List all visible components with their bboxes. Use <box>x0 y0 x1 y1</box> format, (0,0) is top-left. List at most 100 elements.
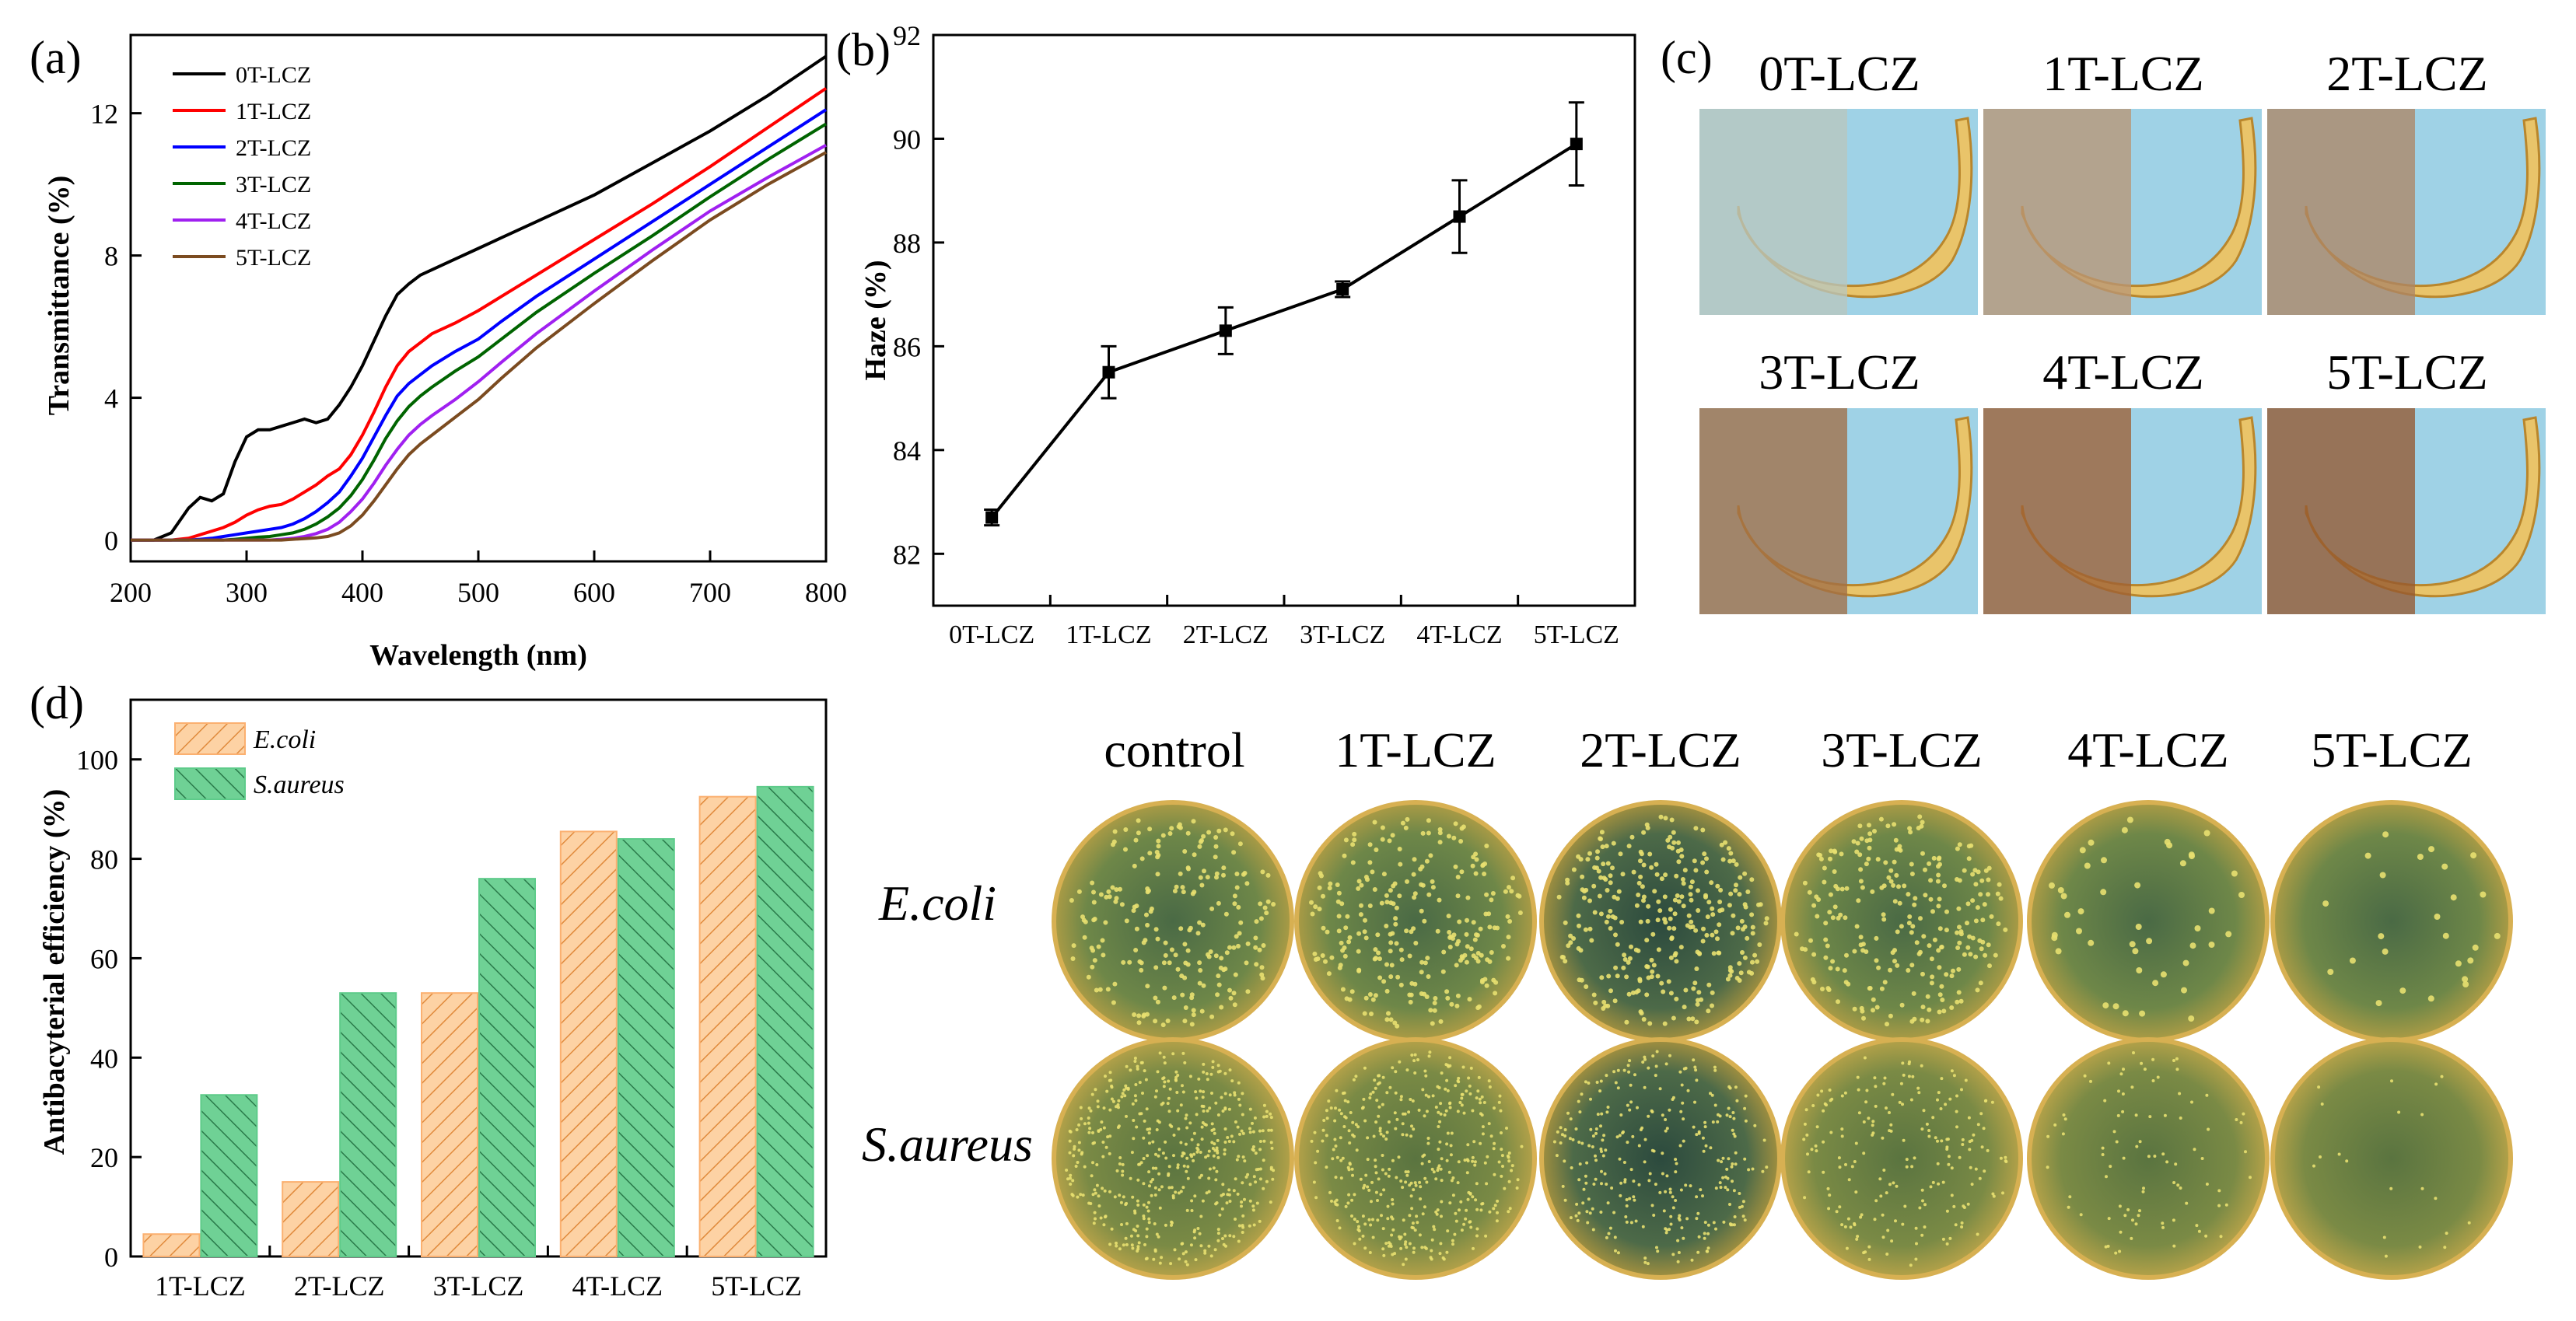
petri-dish <box>2270 800 2513 1043</box>
banana-label-1: 1T-LCZ <box>2042 46 2204 101</box>
y-tick-label: 92 <box>893 20 921 51</box>
x-tick-label: 5T-LCZ <box>1534 620 1619 649</box>
colonies <box>1310 1050 1524 1267</box>
x-tick-label: 5T-LCZ <box>711 1270 802 1302</box>
y-tick-label: 20 <box>90 1142 118 1173</box>
antibacterial-chart: 1T-LCZ 2T-LCZ 3T-LCZ 4T-LCZ 5T-LCZ 0 20 40 60 80 1… <box>38 698 828 1302</box>
banana-photo <box>2267 408 2546 614</box>
legend-swatch <box>174 767 246 800</box>
x-tick-label: 3T-LCZ <box>433 1270 524 1302</box>
colonies <box>1802 1056 2008 1267</box>
y-axis-label: Haze (%) <box>859 260 892 380</box>
data-point <box>985 511 999 524</box>
y-tick-label: 82 <box>893 539 921 570</box>
y-axis-label: Transmittance (%) <box>43 176 75 416</box>
petri-dish <box>1294 800 1537 1043</box>
data-point <box>1453 210 1466 223</box>
x-tick-label: 2T-LCZ <box>294 1270 385 1302</box>
film-overlay <box>1699 109 1847 315</box>
panel-label-b: (b) <box>836 24 891 75</box>
film-overlay <box>2267 109 2415 315</box>
bar-S.aureus <box>617 838 675 1257</box>
panel-label-d: (d) <box>30 677 84 729</box>
banana-label-0: 0T-LCZ <box>1759 46 1920 101</box>
banana-shape <box>2021 416 2257 598</box>
x-tick-label: 4T-LCZ <box>572 1270 663 1302</box>
data-point <box>1102 365 1115 379</box>
banana-photo <box>1699 408 1978 614</box>
y-tick-label: 0 <box>104 1242 118 1273</box>
x-tick-label: 500 <box>457 577 499 608</box>
petri-col-label-1: 1T-LCZ <box>1335 722 1496 778</box>
legend-label: 0T-LCZ <box>236 62 311 88</box>
petri-col-label-0: control <box>1104 722 1245 778</box>
banana-photo <box>1699 109 1978 315</box>
haze-line <box>990 142 1577 519</box>
petri-col-label-2: 2T-LCZ <box>1580 722 1741 778</box>
y-tick-label: 86 <box>893 331 921 362</box>
x-tick-label: 200 <box>110 577 152 608</box>
y-tick-label: 4 <box>104 383 118 414</box>
x-tick-label: 2T-LCZ <box>1183 620 1269 649</box>
petri-dish <box>2027 1037 2270 1280</box>
petri-col-label-3: 3T-LCZ <box>1821 722 1983 778</box>
x-tick-label: 800 <box>805 577 847 608</box>
x-tick-label: 3T-LCZ <box>1300 620 1385 649</box>
petri-dish <box>1294 1037 1537 1280</box>
colonies <box>1309 816 1523 1029</box>
banana-photo <box>2267 109 2546 315</box>
x-tick-label: 1T-LCZ <box>155 1270 246 1302</box>
petri-dish <box>1780 800 2023 1043</box>
banana-label-3: 3T-LCZ <box>1759 344 1920 400</box>
banana-label-5: 5T-LCZ <box>2326 344 2488 400</box>
y-tick-label: 0 <box>104 526 118 557</box>
film-overlay <box>1699 408 1847 614</box>
petri-col-label-4: 4T-LCZ <box>2067 722 2229 778</box>
haze-chart: 0T-LCZ 1T-LCZ 2T-LCZ 3T-LCZ 4T-LCZ 5T-LCZ 82 84… <box>859 20 1636 649</box>
colonies <box>2046 1051 2252 1255</box>
y-tick-label: 12 <box>90 99 118 130</box>
petri-dish <box>2027 800 2270 1043</box>
petri-dish <box>1539 1037 1782 1280</box>
y-tick-label: 60 <box>90 943 118 974</box>
transmittance-chart: 200 300 400 500 600 700 800 0 4 8 12 0T-LCZ 1T-LCZ 2… <box>43 33 847 672</box>
banana-label-2: 2T-LCZ <box>2326 46 2488 101</box>
y-tick-label: 40 <box>90 1043 118 1074</box>
banana-shape <box>2305 117 2541 299</box>
legend-label: 5T-LCZ <box>236 245 311 271</box>
petri-dish <box>1780 1037 2023 1280</box>
data-point <box>1570 138 1583 151</box>
data-point <box>1336 282 1349 295</box>
y-tick-label: 8 <box>104 241 118 272</box>
legend-label: 2T-LCZ <box>236 135 311 161</box>
colonies <box>1065 1051 1276 1267</box>
series-line-2T-LCZ <box>131 108 828 542</box>
banana-shape <box>1737 117 1973 299</box>
x-tick-label: 700 <box>689 577 731 608</box>
legend-label: 1T-LCZ <box>236 99 311 124</box>
colonies <box>2049 816 2245 1022</box>
x-tick-label: 4T-LCZ <box>1416 620 1502 649</box>
film-overlay <box>1983 109 2131 315</box>
y-tick-label: 88 <box>893 228 921 259</box>
colonies <box>1556 814 1769 1026</box>
legend-label: S.aureus <box>254 771 345 799</box>
y-tick-label: 100 <box>76 745 118 776</box>
series-line-4T-LCZ <box>131 144 827 542</box>
colonies <box>2312 1075 2471 1258</box>
banana-shape <box>2021 117 2257 299</box>
bar-S.aureus <box>339 992 397 1258</box>
banana-photo-grid <box>1699 109 2546 614</box>
bar-S.aureus <box>478 878 536 1257</box>
petri-dish <box>1052 800 1294 1043</box>
x-tick-label: 300 <box>226 577 268 608</box>
bar-E.coli <box>559 830 618 1258</box>
petri-col-label-5: 5T-LCZ <box>2311 722 2473 778</box>
bar-E.coli <box>421 992 478 1258</box>
x-tick-label: 400 <box>341 577 383 608</box>
data-point <box>1219 324 1232 337</box>
petri-dish <box>1539 800 1782 1043</box>
series-line-0T-LCZ <box>131 54 828 542</box>
panel-label-a: (a) <box>30 32 82 83</box>
